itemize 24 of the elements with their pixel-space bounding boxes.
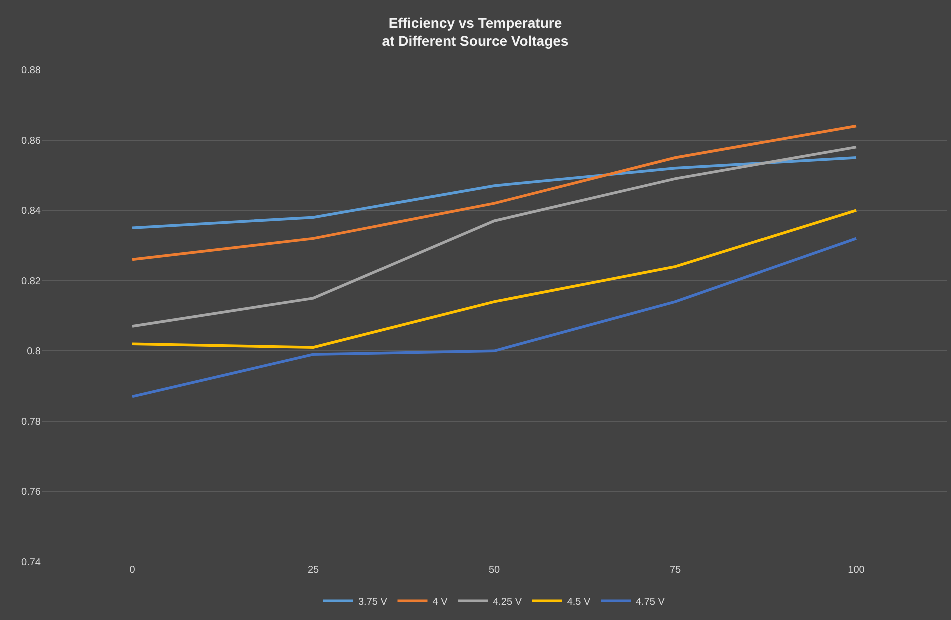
x-tick-label: 50 bbox=[488, 565, 500, 576]
y-tick-label: 0.76 bbox=[22, 487, 42, 498]
line-series bbox=[131, 237, 858, 398]
y-tick-label: 0.74 bbox=[22, 558, 42, 568]
line-series bbox=[131, 156, 858, 230]
x-tick-label: 75 bbox=[670, 565, 682, 576]
legend-label: 4.75 V bbox=[636, 597, 666, 608]
legend-label: 4.25 V bbox=[493, 597, 522, 608]
legend-label: 4.5 V bbox=[567, 597, 591, 608]
x-tick-label: 25 bbox=[308, 565, 320, 576]
legend-label: 3.75 V bbox=[358, 597, 388, 608]
line-series bbox=[131, 124, 858, 262]
y-tick-label: 0.8 bbox=[27, 346, 42, 358]
y-tick-label: 0.88 bbox=[22, 66, 42, 76]
legend-label: 4 V bbox=[432, 597, 448, 608]
x-tick-label: 0 bbox=[130, 565, 136, 576]
x-tick-label: 100 bbox=[848, 565, 866, 576]
y-tick-label: 0.82 bbox=[22, 276, 42, 288]
line-series bbox=[131, 146, 858, 328]
y-tick-label: 0.78 bbox=[22, 416, 42, 428]
line-series bbox=[131, 209, 858, 350]
y-tick-label: 0.84 bbox=[22, 206, 42, 218]
chart-title: Efficiency vs Temperature at Different Source Voltages bbox=[382, 14, 569, 50]
y-tick-label: 0.86 bbox=[22, 136, 42, 147]
